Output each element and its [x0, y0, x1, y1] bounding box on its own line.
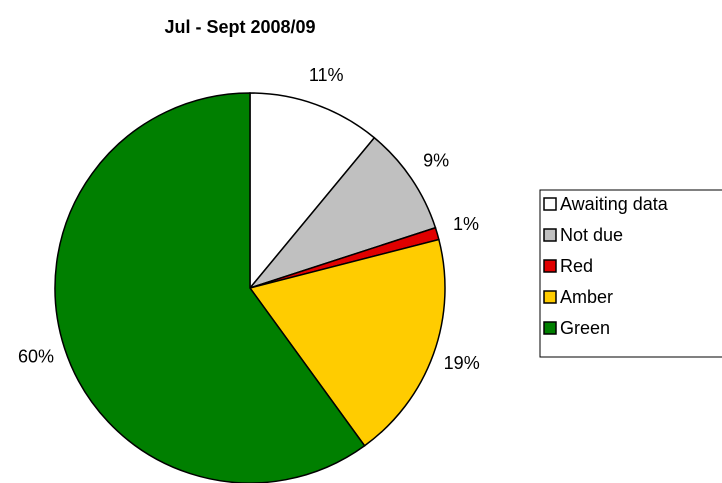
- legend-swatch: [543, 290, 557, 304]
- data-label: 19%: [444, 353, 480, 373]
- data-label: 11%: [309, 65, 344, 85]
- pie-slice: [54, 92, 366, 483]
- pie-slice: [249, 92, 376, 291]
- pie-slice: [247, 136, 437, 290]
- legend-label: Awaiting data: [560, 194, 669, 214]
- legend-label: Red: [560, 256, 593, 276]
- legend-label: Amber: [560, 287, 613, 307]
- data-label: 60%: [18, 346, 54, 366]
- legend-label: Green: [560, 318, 610, 338]
- data-label: 9%: [423, 150, 449, 170]
- pie-slice: [248, 238, 446, 447]
- legend-swatch: [543, 228, 557, 242]
- chart-title: Jul - Sept 2008/09: [164, 17, 315, 37]
- legend-label: Not due: [560, 225, 623, 245]
- legend-swatch: [543, 197, 557, 211]
- legend-box: [539, 189, 722, 358]
- legend-swatch: [543, 321, 557, 335]
- legend-swatch: [543, 259, 557, 273]
- data-label: 1%: [453, 214, 479, 234]
